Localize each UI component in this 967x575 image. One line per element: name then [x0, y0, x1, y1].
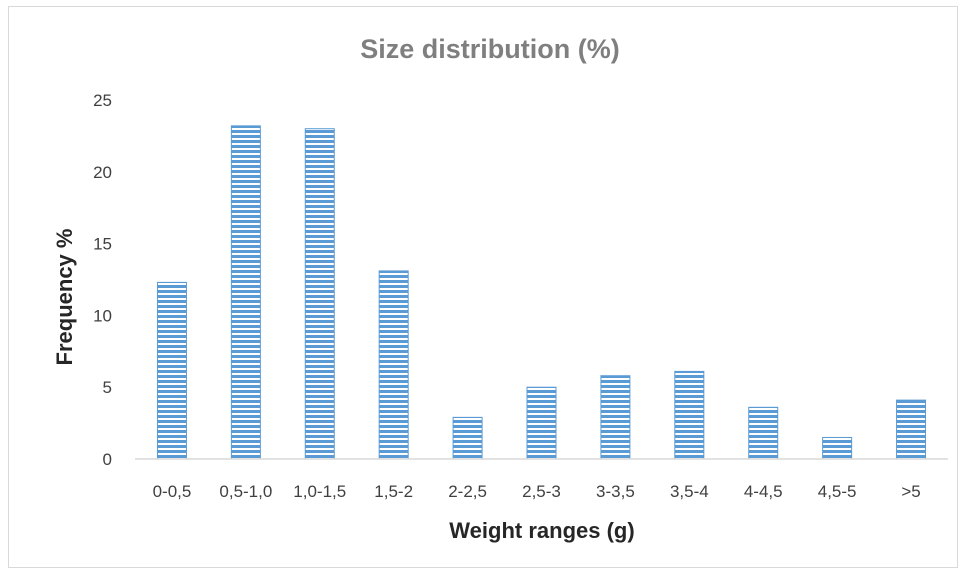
- y-tick-label: 20: [93, 163, 112, 182]
- x-tick-label: >5: [901, 482, 920, 501]
- chart-title: Size distribution (%): [360, 34, 620, 64]
- x-tick-label: 4-4,5: [744, 482, 783, 501]
- y-tick-label: 5: [103, 378, 112, 397]
- bar: [748, 406, 779, 460]
- x-tick-label: 1,0-1,5: [293, 482, 346, 501]
- x-tick-label: 0-0,5: [153, 482, 192, 501]
- bar: [526, 386, 557, 460]
- bar: [674, 370, 705, 460]
- y-tick-label: 0: [103, 450, 112, 469]
- x-axis-ticks: 0-0,5 0,5-1,0 1,0-1,5 1,5-2 2-2,5 2,5-3 3-3,5 3…: [153, 482, 921, 501]
- bar: [822, 436, 853, 460]
- x-tick-label: 2,5-3: [522, 482, 561, 501]
- y-tick-label: 10: [93, 306, 112, 325]
- bar: [896, 399, 927, 460]
- bars: [156, 125, 927, 460]
- x-tick-label: 3-3,5: [596, 482, 635, 501]
- bar: [304, 128, 335, 460]
- y-tick-label: 25: [93, 91, 112, 110]
- x-tick-label: 4,5-5: [818, 482, 857, 501]
- y-tick-label: 15: [93, 235, 112, 254]
- y-axis-ticks: 0 5 10 15 20 25: [93, 91, 112, 469]
- y-axis-label: Frequency %: [52, 229, 77, 366]
- x-tick-label: 3,5-4: [670, 482, 709, 501]
- x-tick-label: 2-2,5: [448, 482, 487, 501]
- bar: [452, 416, 483, 460]
- bar: [600, 375, 631, 460]
- x-axis-label: Weight ranges (g): [449, 518, 634, 543]
- x-tick-label: 0,5-1,0: [219, 482, 272, 501]
- bar: [230, 125, 261, 460]
- x-tick-label: 1,5-2: [374, 482, 413, 501]
- bar: [378, 270, 409, 460]
- bar: [156, 281, 187, 460]
